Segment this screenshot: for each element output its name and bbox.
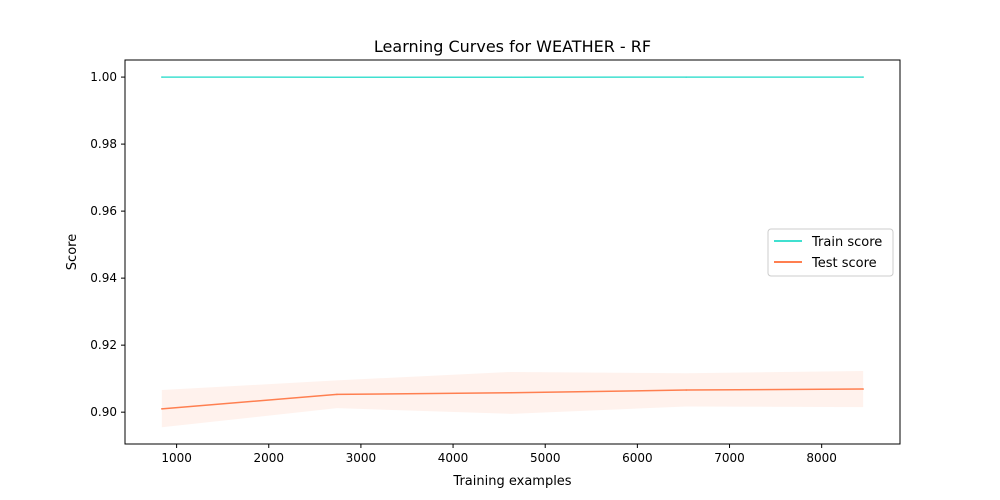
test-score-point [685,389,688,391]
confidence-bands [161,77,864,428]
x-axis-label: Training examples [452,474,571,489]
test-score-point [510,391,512,394]
train-score-point [161,76,163,78]
y-tick-label: 1.00 [90,70,117,84]
series-lines [161,76,864,410]
y-tick-label: 0.94 [90,271,117,285]
train-score-point [510,76,512,78]
test-score-point [161,408,163,410]
plot-frame [124,59,901,445]
train-score-point [862,76,864,78]
x-tick-label: 2000 [253,451,284,465]
train-score-point [685,76,688,78]
x-axis: 1000 2000 3000 4000 5000 6000 7000 8000 [161,444,837,465]
x-tick-label: 6000 [622,451,653,465]
legend: Train score Test score [767,228,894,277]
x-tick-label: 5000 [530,451,561,465]
test-score-point [336,393,338,396]
y-axis-label: Score [65,234,80,270]
train-score-point [336,76,338,79]
y-tick-label: 0.92 [90,338,117,352]
y-tick-label: 0.96 [90,204,117,218]
legend-label-train-score: Train score [811,235,882,250]
x-tick-label: 1000 [161,451,192,465]
y-axis: 0.90 0.92 0.94 0.96 0.98 1.00 [90,70,125,419]
x-tick-label: 4000 [438,451,469,465]
chart-title: Learning Curves for WEATHER - RF [374,37,651,56]
y-tick-label: 0.98 [90,137,117,151]
test-score-point [862,388,864,390]
y-tick-label: 0.90 [90,405,117,419]
legend-label-test-score: Test score [811,256,877,271]
test-score-band [161,370,864,428]
x-tick-label: 8000 [806,451,837,465]
x-tick-label: 7000 [714,451,745,465]
x-tick-label: 3000 [346,451,377,465]
